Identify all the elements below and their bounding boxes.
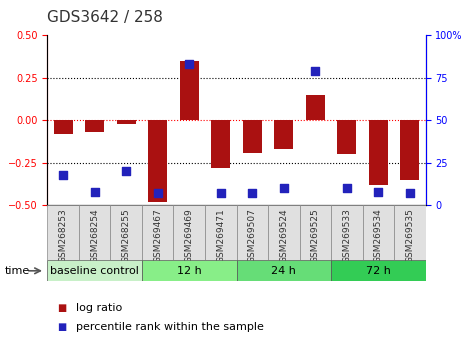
Text: 24 h: 24 h [272, 266, 296, 276]
Text: GSM268253: GSM268253 [59, 208, 68, 263]
Point [91, 189, 98, 195]
Text: baseline control: baseline control [50, 266, 139, 276]
Bar [148, 120, 167, 202]
Point [280, 185, 288, 191]
FancyBboxPatch shape [174, 205, 205, 260]
Text: log ratio: log ratio [76, 303, 122, 313]
Point [248, 190, 256, 196]
FancyBboxPatch shape [142, 205, 174, 260]
Text: GSM269533: GSM269533 [342, 208, 351, 263]
Text: GSM269507: GSM269507 [248, 208, 257, 263]
Bar [243, 120, 262, 153]
FancyBboxPatch shape [47, 260, 142, 281]
Point [185, 62, 193, 67]
Bar [401, 120, 420, 180]
Text: GSM269535: GSM269535 [405, 208, 414, 263]
Point [217, 190, 225, 196]
FancyBboxPatch shape [363, 205, 394, 260]
Text: GSM269469: GSM269469 [184, 208, 194, 263]
Text: percentile rank within the sample: percentile rank within the sample [76, 322, 263, 332]
Text: ■: ■ [57, 303, 66, 313]
Bar [369, 120, 388, 185]
Point [59, 172, 67, 178]
FancyBboxPatch shape [142, 260, 236, 281]
FancyBboxPatch shape [331, 260, 426, 281]
Bar [53, 120, 72, 134]
FancyBboxPatch shape [299, 205, 331, 260]
Point [375, 189, 382, 195]
Text: GSM269471: GSM269471 [216, 208, 225, 263]
FancyBboxPatch shape [268, 205, 299, 260]
Text: GSM269525: GSM269525 [311, 208, 320, 263]
Point [406, 190, 414, 196]
FancyBboxPatch shape [394, 205, 426, 260]
FancyBboxPatch shape [205, 205, 236, 260]
Bar [306, 95, 325, 120]
FancyBboxPatch shape [331, 205, 363, 260]
Text: GSM269467: GSM269467 [153, 208, 162, 263]
Text: ■: ■ [57, 322, 66, 332]
FancyBboxPatch shape [47, 205, 79, 260]
Bar [211, 120, 230, 168]
Text: GSM268255: GSM268255 [122, 208, 131, 263]
FancyBboxPatch shape [110, 205, 142, 260]
FancyBboxPatch shape [236, 205, 268, 260]
Bar [337, 120, 356, 154]
Text: GSM269534: GSM269534 [374, 208, 383, 263]
FancyBboxPatch shape [236, 260, 331, 281]
FancyBboxPatch shape [79, 205, 110, 260]
Point [343, 185, 350, 191]
Text: 12 h: 12 h [177, 266, 201, 276]
Bar [274, 120, 293, 149]
Text: GSM268254: GSM268254 [90, 208, 99, 263]
Text: time: time [5, 266, 30, 276]
Text: 72 h: 72 h [366, 266, 391, 276]
Text: GDS3642 / 258: GDS3642 / 258 [47, 10, 163, 25]
Bar [180, 61, 199, 120]
Bar [117, 120, 136, 124]
Bar [85, 120, 104, 132]
Point [123, 169, 130, 174]
Point [312, 68, 319, 74]
Text: GSM269524: GSM269524 [279, 208, 289, 263]
Point [154, 190, 161, 196]
